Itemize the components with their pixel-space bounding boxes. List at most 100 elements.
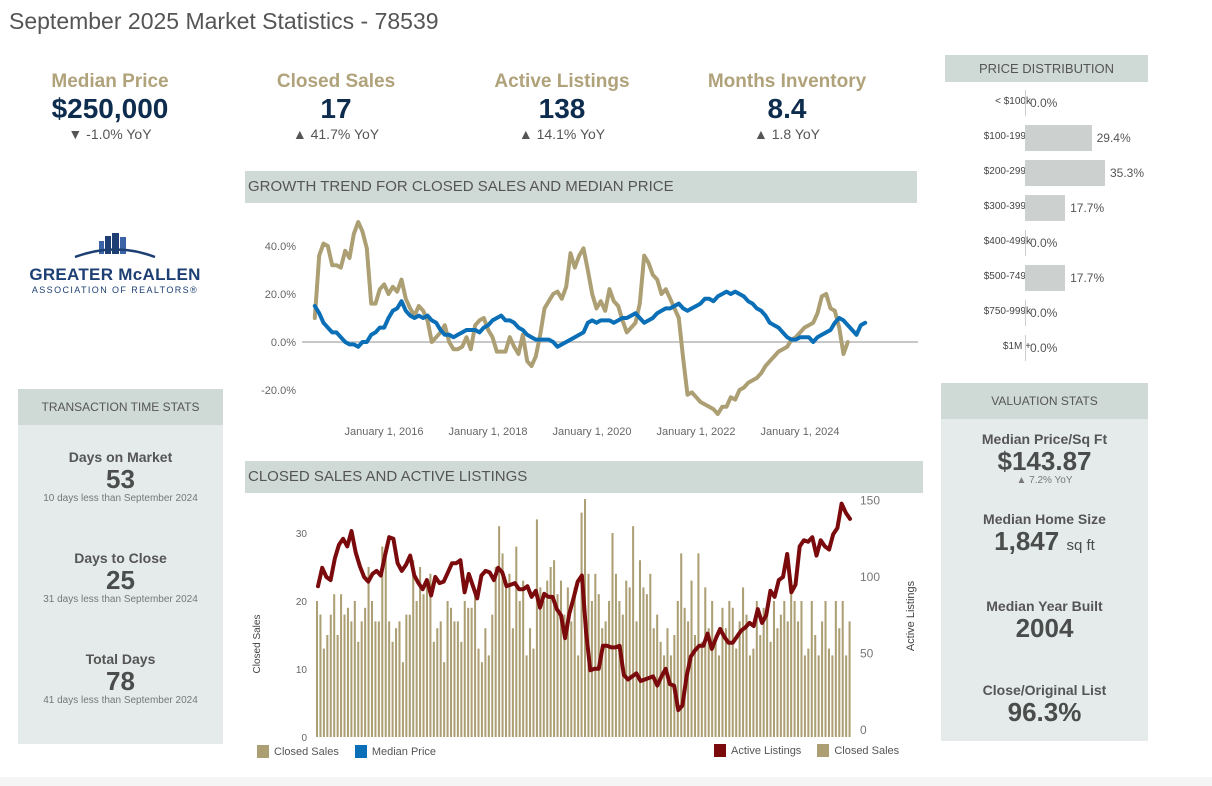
kpi-yoy: ▼ -1.0% YoY <box>68 126 152 142</box>
stat-label: Total Days <box>85 651 156 667</box>
closed-sales-bar <box>546 580 549 737</box>
closed-sales-bar <box>429 573 432 737</box>
closed-sales-bar <box>711 601 714 737</box>
bar-axis <box>1025 230 1026 256</box>
stat-label: Median Year Built <box>986 598 1103 614</box>
bucket-label: $400-499k <box>983 236 1031 247</box>
closed-sales-bar <box>827 648 830 737</box>
kpi-value: 138 <box>538 93 586 124</box>
price-bucket-bar <box>1025 125 1092 151</box>
x-tick-label: January 1, 2018 <box>449 426 528 438</box>
closed-sales-bar <box>353 601 356 737</box>
closed-sales-bar <box>707 628 710 737</box>
closed-sales-bar <box>566 587 569 737</box>
price-bucket-row: $500-749k 17.7% <box>945 265 1165 291</box>
closed-sales-bar <box>563 614 566 737</box>
closed-sales-bar <box>645 594 648 737</box>
sales-listings-legend: Active Listings Closed Sales <box>714 744 899 757</box>
right-y-tick-label: 50 <box>860 647 874 661</box>
panel-header: TRANSACTION TIME STATS <box>18 389 223 425</box>
closed-sales-bar <box>659 641 662 737</box>
closed-sales-bar <box>384 546 387 737</box>
closed-sales-bar <box>522 580 525 737</box>
gmar-logo: GREATER McALLEN ASSOCIATION OF REALTORS® <box>20 232 210 295</box>
y-tick-label: 0.0% <box>271 337 296 349</box>
closed-sales-bar <box>333 594 336 737</box>
kpi-active-listings: Active Listings 138 ▲ 14.1% YoY <box>462 70 662 144</box>
kpi-label: Closed Sales <box>276 71 396 92</box>
bucket-label: $500-749k <box>983 271 1031 282</box>
closed-sales-bar <box>511 628 514 737</box>
legend-swatch <box>714 744 726 757</box>
bucket-label: $300-399k <box>983 201 1031 212</box>
left-axis-title: Closed Sales <box>252 615 263 674</box>
legend-label: Active Listings <box>731 744 802 757</box>
closed-sales-bar <box>632 526 635 737</box>
closed-sales-bar <box>470 607 473 737</box>
closed-sales-bar <box>388 621 391 737</box>
closed-sales-bar <box>460 641 463 737</box>
panel-header: VALUATION STATS <box>941 383 1148 419</box>
closed-sales-bar <box>810 601 813 737</box>
valuation-stats-panel: VALUATION STATS Median Price/Sq Ft $143.… <box>941 383 1148 741</box>
closed-sales-bar <box>518 601 521 737</box>
closed-sales-bar <box>762 607 765 737</box>
stat-value: 1,847 <box>994 526 1060 556</box>
bucket-percent: 0.0% <box>1030 96 1058 110</box>
price-bucket-row: $200-299k 35.3% <box>945 160 1165 186</box>
kpi-label: Months Inventory <box>707 71 867 92</box>
closed-sales-bar <box>539 587 542 737</box>
logo-subtitle: ASSOCIATION OF REALTORS® <box>31 285 199 295</box>
right-y-tick-label: 150 <box>860 494 880 508</box>
closed-sales-bar <box>718 655 721 737</box>
closed-sales-bar <box>824 601 827 737</box>
closed-sales-bar <box>501 553 504 737</box>
closed-sales-bar <box>614 573 617 737</box>
stat-comparison: 41 days less than September 2024 <box>43 695 198 706</box>
closed-sales-bar <box>783 601 786 737</box>
kpi-label: Median Price <box>51 71 169 92</box>
page-title: September 2025 Market Statistics - 78539 <box>9 8 439 34</box>
closed-sales-bar <box>463 601 466 737</box>
closed-sales-bar <box>412 560 415 737</box>
bar-axis <box>1025 90 1026 116</box>
bucket-percent: 17.7% <box>1070 201 1105 215</box>
closed-sales-bar <box>559 580 562 737</box>
closed-sales-bar <box>343 614 346 737</box>
price-bucket-row: $1M +0.0% <box>945 335 1165 361</box>
closed-sales-bar <box>721 607 724 737</box>
closed-sales-bar <box>326 635 329 737</box>
x-tick-label: January 1, 2022 <box>657 426 736 438</box>
price-bucket-row: < $100k 0.0% <box>945 90 1165 116</box>
bucket-label: < $100k <box>995 96 1031 107</box>
closed-sales-bar <box>508 573 511 737</box>
closed-sales-bar <box>401 662 404 737</box>
closed-sales-bar <box>821 621 824 737</box>
bucket-label: $200-299k <box>983 166 1031 177</box>
price-bucket-bar <box>1025 265 1066 291</box>
kpi-label: Active Listings <box>494 71 630 92</box>
bucket-percent: 0.0% <box>1030 236 1058 250</box>
closed-sales-bar <box>515 546 518 737</box>
price-bucket-bar <box>1025 160 1105 186</box>
closed-sales-bar <box>336 635 339 737</box>
price-bucket-row: $300-399k 17.7% <box>945 195 1165 221</box>
closed-sales-bar <box>450 607 453 737</box>
closed-sales-bar <box>814 635 817 737</box>
closed-sales-bar <box>714 635 717 737</box>
stat-value-row: 1,847 sq ft <box>941 527 1148 560</box>
closed-sales-bar <box>790 580 793 737</box>
stat-median-price-sqft: Median Price/Sq Ft $143.87 ▲ 7.2% YoY <box>941 431 1148 486</box>
closed-sales-bar <box>786 621 789 737</box>
closed-sales-bar <box>360 621 363 737</box>
closed-sales-bar <box>752 648 755 737</box>
stat-unit: sq ft <box>1066 537 1095 554</box>
closed-sales-bar <box>800 601 803 737</box>
closed-sales-bar <box>491 614 494 737</box>
closed-sales-bar <box>676 601 679 737</box>
closed-sales-bar <box>797 621 800 737</box>
bucket-label: $750-999k <box>983 306 1031 317</box>
left-y-tick-label: 10 <box>296 665 308 676</box>
closed-sales-bar <box>456 621 459 737</box>
closed-sales-bar <box>834 601 837 737</box>
